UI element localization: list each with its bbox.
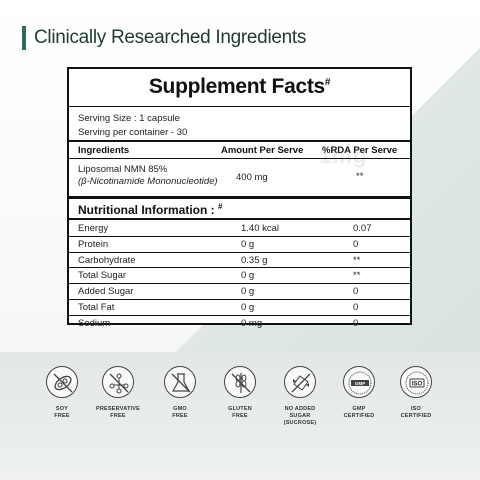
row-divider [69,267,410,269]
nutrition-rda: 0.07 [353,223,372,234]
badge-label-line2: CERTIFIED [343,413,375,419]
nutrition-mark: # [218,202,223,211]
nutrition-rda: 0 [353,238,359,250]
preservative-free-icon [102,366,134,398]
badge-soy-free: SOY FREE [37,366,87,420]
nutrition-amount: 0 g [241,238,255,250]
badge-label: NO ADDED SUGAR (SUCROSE) [275,406,325,427]
iso-certified-icon: ISO [400,366,432,398]
nutrition-amount: 0.35 g [241,254,268,266]
badge-label-line2: SUGAR (SUCROSE) [283,413,317,426]
divider-thick [69,196,410,199]
badge-row: SOY FREE PRESERVATIVE FREE GMO FREE GLUTEN FREE… [0,366,480,446]
nutrition-name: Carbohydrate [78,254,136,266]
row-divider [69,235,410,237]
ingredient-subname: (β-Nicotinamide Mononucleotide) [78,176,218,187]
nutrition-rda: 0 [353,317,359,329]
badge-label-line1: SOY [55,406,69,412]
column-rda: %RDA Per Serve [322,145,398,156]
svg-text:GMP: GMP [355,381,365,386]
badge-label: PRESERVATIVE FREE [93,406,143,420]
badge-label-line1: ISO [410,406,422,412]
badge-label-line2: FREE [232,413,248,419]
nutrition-name: Protein [78,238,109,250]
no-added-sugar-icon [284,366,316,398]
badge-preservative-free: PRESERVATIVE FREE [93,366,143,420]
badge-gluten-free: GLUTEN FREE [215,366,265,420]
nutrition-name: Total Sugar [78,270,127,282]
gmo-free-icon [164,366,196,398]
page-title: Clinically Researched Ingredients [34,27,307,48]
nutrition-name: Energy [78,223,109,234]
page-header: Clinically Researched Ingredients [22,24,306,52]
ingredient-amount: 400 mg [236,172,268,183]
svg-text:ISO: ISO [412,381,423,387]
badge-no-added-sugar: NO ADDED SUGAR (SUCROSE) [275,366,325,427]
row-divider [69,299,410,300]
watermark: 1mg [319,143,368,168]
badge-label-line2: FREE [172,413,188,419]
nutrition-name: Added Sugar [78,286,134,298]
column-ingredients: Ingredients [78,145,130,156]
serving-size: Serving Size : 1 capsule [78,113,180,124]
badge-gmo-free: GMO FREE [155,366,205,420]
badge-label: GMP CERTIFIED [334,406,384,420]
nutrition-amount: 1.40 kcal [241,223,280,234]
divider [69,158,410,159]
nutrition-name: Sodium [78,317,111,329]
badge-label: GLUTEN FREE [215,406,265,420]
supplement-facts-title: Supplement Facts# [148,75,331,98]
title-mark: # [324,77,331,88]
badge-label: GMO FREE [155,406,205,420]
divider [69,140,410,142]
nutrition-rda: 0 [353,302,359,313]
badge-gmp-certified: GMP GMP CERTIFIED [334,366,384,420]
gmp-certified-icon: GMP [343,366,375,398]
badge-label-line1: PRESERVATIVE [96,406,140,412]
ingredient-rda: ** [356,171,364,182]
badge-iso-certified: ISO ISO CERTIFIED [391,366,441,420]
divider [69,218,410,220]
badge-label: SOY FREE [37,406,87,420]
nutrition-rda: ** [353,254,361,266]
ingredient-name: Liposomal NMN 85% [78,164,168,175]
gluten-free-icon [224,366,256,398]
badge-label-line2: CERTIFIED [400,413,432,419]
nutrition-amount: 0 g [241,302,255,313]
nutrition-title: Nutritional Information : # [78,202,223,217]
badge-label-line1: GMP [352,406,366,412]
badge-label-line1: GMO [173,406,187,412]
row-divider [69,251,410,253]
badge-label-line2: FREE [110,413,126,419]
nutrition-amount: 0 g [241,286,255,298]
badge-label-line1: NO ADDED [284,406,316,412]
badge-label-line2: FREE [54,413,70,419]
badge-label: ISO CERTIFIED [391,406,441,420]
soy-free-icon [46,366,78,398]
nutrition-amount: 0 g [241,270,255,282]
serving-per-container: Serving per container - 30 [78,127,188,138]
row-divider [69,283,410,285]
nutrition-rda: ** [353,270,361,282]
nutrition-rda: 0 [353,286,359,298]
nutrition-name: Total Fat [78,302,115,313]
column-amount: Amount Per Serve [221,145,304,156]
header-accent-bar [22,26,26,50]
badge-label-line1: GLUTEN [228,406,252,412]
divider [69,106,410,107]
row-divider [69,314,410,316]
nutrition-amount: 0 mg [241,317,263,329]
supplement-facts-panel: Supplement Facts# Serving Size : 1 capsu… [67,67,412,329]
